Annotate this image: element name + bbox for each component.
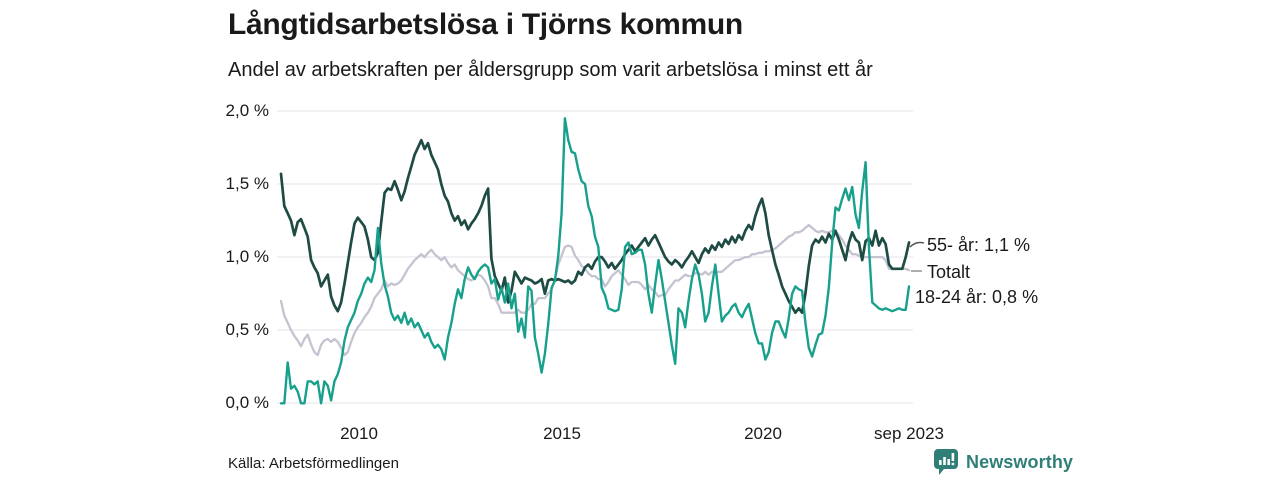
x-axis-tick: sep 2023	[874, 424, 944, 443]
series-18-24-line	[279, 117, 911, 405]
y-axis-tick: 2,0 %	[225, 101, 269, 120]
y-axis-tick: 0,5 %	[225, 320, 269, 339]
x-axis-tick: 2010	[340, 424, 378, 443]
series-55-line	[279, 138, 911, 315]
source-credit: Källa: Arbetsförmedlingen	[228, 455, 399, 472]
legend-label-total: Totalt	[927, 262, 971, 282]
newsworthy-logo-text: Newsworthy	[966, 451, 1074, 472]
legend-label-55: 55- år: 1,1 %	[927, 235, 1031, 255]
page-title: Långtidsarbetslösa i Tjörns kommun	[228, 8, 743, 41]
newsworthy-logo-icon	[934, 449, 958, 475]
y-axis-tick: 1,5 %	[225, 174, 269, 193]
y-axis-tick: 0,0 %	[225, 393, 269, 412]
newsworthy-logo: Newsworthy	[933, 448, 1073, 476]
legend-connector-55	[909, 241, 925, 248]
x-axis-tick: 2015	[543, 424, 581, 443]
x-axis-tick: 2020	[744, 424, 782, 443]
legend-label-18-24: 18-24 år: 0,8 %	[915, 287, 1039, 307]
chart-subtitle: Andel av arbetskraften per åldersgrupp s…	[228, 59, 873, 81]
y-axis-tick: 1,0 %	[225, 247, 269, 266]
series-total-line	[279, 223, 911, 357]
